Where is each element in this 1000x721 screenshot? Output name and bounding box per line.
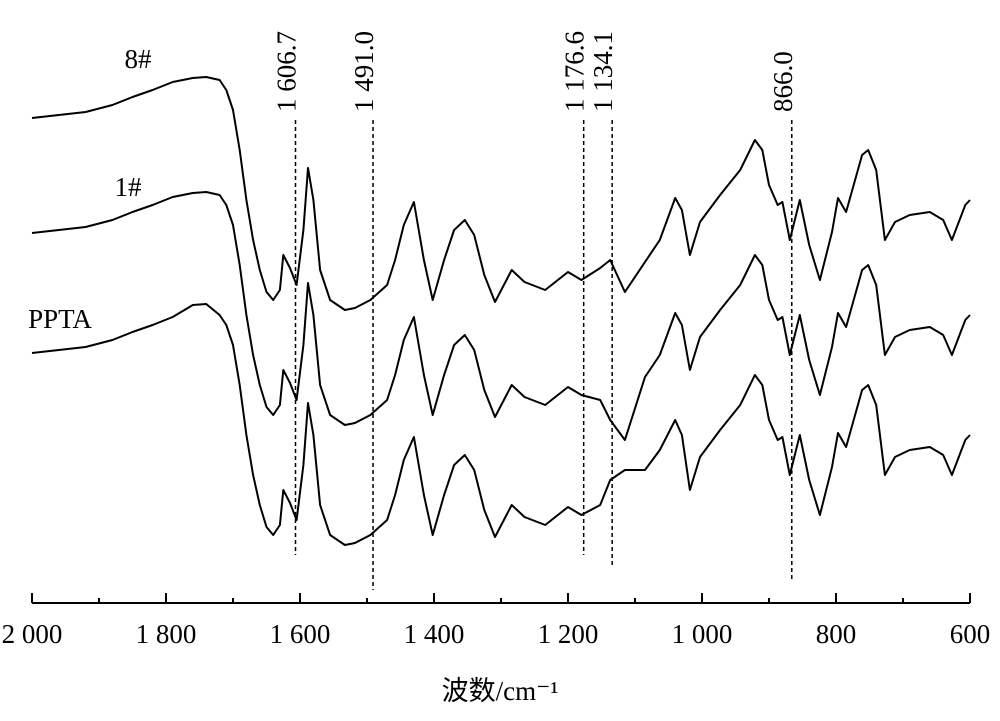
series-label: 8# [125, 44, 153, 74]
x-tick-label: 1 000 [672, 619, 733, 649]
annotation-label: 866.0 [768, 51, 798, 112]
annotation-label: 1 134.1 [588, 31, 618, 112]
x-tick-label: 1 600 [270, 619, 331, 649]
x-tick-label: 2 000 [2, 619, 63, 649]
spectrum-line [31, 191, 971, 441]
x-tick-label: 600 [950, 619, 991, 649]
series-label: 1# [115, 172, 143, 202]
series-label: PPTA [28, 304, 92, 334]
annotation-label: 1 491.0 [349, 31, 379, 112]
spectrum-line [31, 76, 971, 311]
x-tick-label: 1 200 [538, 619, 599, 649]
x-axis-label: 波数/cm⁻¹ [442, 676, 559, 706]
x-tick-label: 1 400 [404, 619, 465, 649]
x-tick-label: 800 [816, 619, 857, 649]
annotation-label: 1 176.6 [560, 31, 590, 112]
spectrum-line [31, 303, 971, 546]
annotation-label: 1 606.7 [272, 31, 302, 112]
x-tick-label: 1 800 [136, 619, 197, 649]
